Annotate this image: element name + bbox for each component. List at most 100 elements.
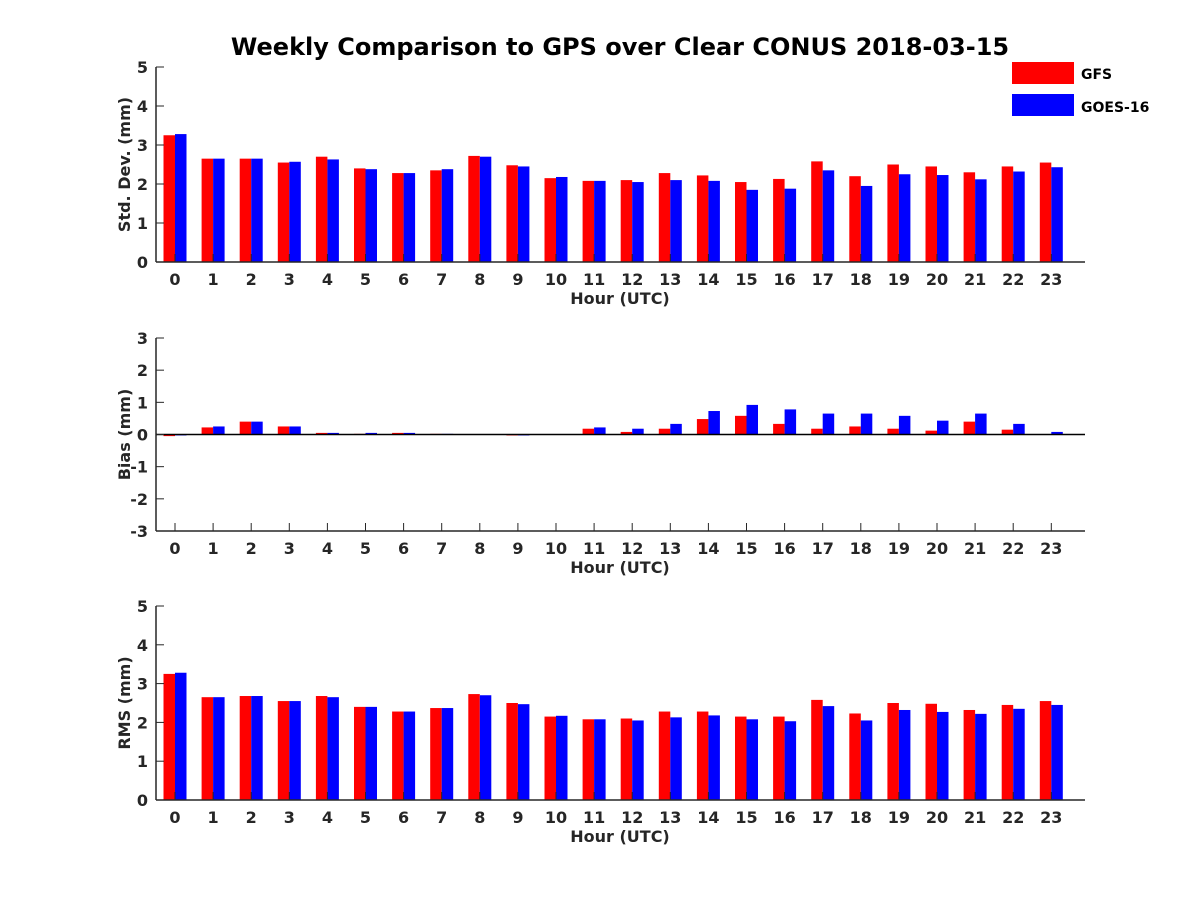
x-tick-label: 8 xyxy=(474,808,485,827)
bar-goes16-hour-6 xyxy=(403,173,416,262)
x-tick-label: 13 xyxy=(659,808,681,827)
bar-goes16-hour-21 xyxy=(975,413,987,435)
bar-goes16-hour-3 xyxy=(289,426,301,435)
x-tick-label: 10 xyxy=(545,808,567,827)
x-tick-label: 17 xyxy=(812,539,834,558)
bar-gfs-hour-10 xyxy=(544,716,556,800)
bar-goes16-hour-9 xyxy=(517,704,530,800)
y-axis-label: RMS (mm) xyxy=(115,656,134,749)
bar-goes16-hour-5 xyxy=(365,706,377,800)
x-tick-label: 19 xyxy=(888,808,910,827)
bar-gfs-hour-20 xyxy=(925,703,937,800)
bar-goes16-hour-17 xyxy=(822,170,835,262)
bar-goes16-hour-7 xyxy=(441,708,454,800)
bar-goes16-hour-6 xyxy=(403,711,416,800)
x-tick-label: 9 xyxy=(512,808,523,827)
x-tick-label: 2 xyxy=(246,539,257,558)
bar-gfs-hour-16 xyxy=(773,178,785,262)
bar-gfs-hour-18 xyxy=(849,713,861,800)
x-tick-label: 7 xyxy=(436,539,447,558)
bar-goes16-hour-2 xyxy=(251,158,263,262)
bar-goes16-hour-16 xyxy=(784,721,797,800)
bar-goes16-hour-4 xyxy=(327,432,339,435)
x-tick-label: 3 xyxy=(284,270,295,289)
x-tick-label: 14 xyxy=(697,539,719,558)
x-tick-label: 17 xyxy=(812,808,834,827)
bar-goes16-hour-16 xyxy=(784,188,797,262)
bar-gfs-hour-23 xyxy=(1039,701,1052,800)
bar-goes16-hour-9 xyxy=(517,166,530,262)
bar-gfs-hour-17 xyxy=(811,699,823,800)
bar-goes16-hour-2 xyxy=(251,421,263,435)
bar-goes16-hour-13 xyxy=(670,717,682,800)
bar-gfs-hour-7 xyxy=(430,170,442,262)
legend-label-goes16: GOES-16 xyxy=(1081,100,1149,116)
bar-goes16-hour-20 xyxy=(937,420,949,435)
x-tick-label: 8 xyxy=(474,539,485,558)
x-tick-label: 15 xyxy=(735,808,757,827)
bar-gfs-hour-20 xyxy=(925,430,937,435)
x-tick-label: 3 xyxy=(284,539,295,558)
legend-label-gfs: GFS xyxy=(1081,67,1112,83)
x-tick-label: 0 xyxy=(169,270,180,289)
bar-goes16-hour-2 xyxy=(251,696,263,800)
bar-gfs-hour-8 xyxy=(468,155,480,262)
bar-gfs-hour-1 xyxy=(201,427,214,435)
y-tick-label: 3 xyxy=(137,329,148,348)
bar-goes16-hour-17 xyxy=(822,413,835,435)
x-tick-label: 0 xyxy=(169,808,180,827)
bar-goes16-hour-11 xyxy=(594,180,606,262)
bar-goes16-hour-8 xyxy=(479,695,492,800)
x-tick-label: 1 xyxy=(208,808,219,827)
bar-gfs-hour-3 xyxy=(277,426,290,435)
x-tick-label: 6 xyxy=(398,270,409,289)
x-tick-label: 21 xyxy=(964,270,986,289)
bar-gfs-hour-22 xyxy=(1001,704,1014,800)
bar-goes16-hour-14 xyxy=(708,180,720,262)
y-tick-label: 2 xyxy=(137,713,148,732)
bar-gfs-hour-22 xyxy=(1001,166,1014,262)
bar-gfs-hour-1 xyxy=(201,158,214,262)
bar-gfs-hour-3 xyxy=(277,701,290,800)
y-tick-label: 3 xyxy=(137,675,148,694)
x-tick-label: 22 xyxy=(1002,270,1024,289)
x-tick-label: 21 xyxy=(964,808,986,827)
y-tick-label: 0 xyxy=(137,253,148,272)
bar-gfs-hour-3 xyxy=(277,162,290,262)
bar-gfs-hour-2 xyxy=(239,696,252,800)
bar-gfs-hour-2 xyxy=(239,158,252,262)
bar-goes16-hour-5 xyxy=(365,169,377,262)
y-tick-label: -2 xyxy=(130,490,148,509)
y-tick-label: 1 xyxy=(137,752,148,771)
bar-gfs-hour-9 xyxy=(506,703,518,800)
x-tick-label: 9 xyxy=(512,270,523,289)
bar-goes16-hour-19 xyxy=(898,415,911,435)
bar-gfs-hour-13 xyxy=(658,711,671,800)
x-tick-label: 12 xyxy=(621,808,643,827)
bar-gfs-hour-18 xyxy=(849,176,861,262)
bar-goes16-hour-7 xyxy=(441,169,454,262)
bar-gfs-hour-19 xyxy=(887,703,899,800)
x-axis-label: Hour (UTC) xyxy=(570,827,670,846)
bar-goes16-hour-11 xyxy=(594,427,606,435)
x-tick-label: 14 xyxy=(697,270,719,289)
bar-goes16-hour-3 xyxy=(289,701,301,800)
bar-goes16-hour-21 xyxy=(975,713,987,800)
x-tick-label: 16 xyxy=(773,270,795,289)
bar-goes16-hour-15 xyxy=(746,189,758,262)
bar-goes16-hour-16 xyxy=(784,409,797,435)
bar-gfs-hour-14 xyxy=(696,711,709,800)
bar-gfs-hour-8 xyxy=(468,694,480,800)
bar-goes16-hour-1 xyxy=(213,158,225,262)
x-tick-label: 16 xyxy=(773,808,795,827)
x-tick-label: 12 xyxy=(621,539,643,558)
bar-gfs-hour-6 xyxy=(392,173,404,262)
x-tick-label: 20 xyxy=(926,270,948,289)
bar-goes16-hour-22 xyxy=(1013,171,1025,262)
x-tick-label: 5 xyxy=(360,808,371,827)
bar-gfs-hour-15 xyxy=(735,415,747,435)
bar-goes16-hour-20 xyxy=(937,711,949,800)
x-tick-label: 21 xyxy=(964,539,986,558)
